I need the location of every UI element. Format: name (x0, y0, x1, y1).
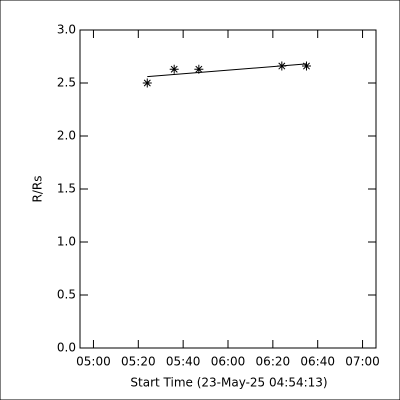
y-axis-label: R/Rs (31, 176, 45, 203)
y-tick-label: 2.5 (57, 76, 76, 90)
y-tick-label: 2.0 (57, 129, 76, 143)
data-point (194, 64, 204, 74)
y-tick-label: 1.5 (57, 182, 76, 196)
data-point (277, 61, 287, 71)
x-tick-label: 06:40 (300, 355, 335, 369)
data-point (142, 78, 152, 88)
y-tick-label: 3.0 (57, 23, 76, 37)
y-tick-label: 1.0 (57, 235, 76, 249)
x-axis-label: Start Time (23-May-25 04:54:13) (130, 376, 327, 390)
x-tick-label: 05:40 (166, 355, 201, 369)
y-tick-label: 0.0 (57, 341, 76, 355)
x-tick-label: 05:20 (121, 355, 156, 369)
x-tick-label: 06:20 (256, 355, 291, 369)
data-point (301, 61, 311, 71)
y-tick-label: 0.5 (57, 288, 76, 302)
x-tick-label: 07:00 (345, 355, 380, 369)
data-point (169, 64, 179, 74)
x-tick-label: 05:00 (76, 355, 111, 369)
x-tick-label: 06:00 (211, 355, 246, 369)
